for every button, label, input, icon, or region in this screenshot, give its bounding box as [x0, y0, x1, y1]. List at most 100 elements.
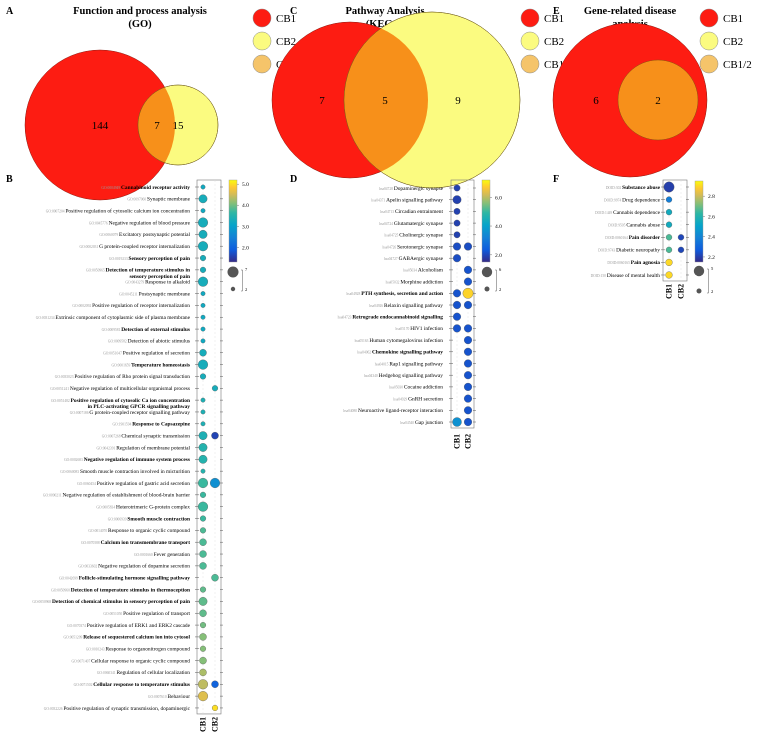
- term-id: GO:0035023: [55, 375, 75, 379]
- dot-cb2: [209, 477, 221, 489]
- term-label: G protein-coupled receptor signalling pa…: [89, 410, 190, 416]
- panel-label-c: C: [290, 6, 297, 17]
- dot-cb1: [199, 645, 207, 652]
- dot-cb1: [200, 338, 206, 344]
- row-label: GO:0007204 Positive regulation of cytoso…: [46, 207, 191, 214]
- legend-swatch-cb12: [252, 54, 272, 74]
- table-row: GO:0060083 Smooth muscle contraction inv…: [60, 468, 223, 475]
- dot-cb1: [198, 597, 208, 606]
- term-label: Release of sequestered calcium ion into …: [83, 635, 190, 641]
- dot-cb1: [453, 208, 461, 215]
- term-id: GO:0071407: [71, 659, 91, 663]
- table-row: GO:0060079 Excitatory postsynaptic poten…: [99, 230, 223, 239]
- x-axis-label-cb2: CB2: [211, 717, 220, 732]
- row-label: GO:0051050 Positive regulation of transp…: [103, 610, 190, 617]
- row-label: GO:0007186 G protein-coupled receptor si…: [70, 410, 191, 416]
- dot-cb1: [198, 443, 208, 452]
- term-label: Glutamatergic synapse: [394, 221, 444, 227]
- size-legend-min: 2: [711, 289, 713, 294]
- svg-text:A: A: [6, 6, 14, 17]
- row-label: GO:0009581 Detection of external stimulu…: [102, 327, 190, 333]
- term-id: hsa04725: [385, 234, 400, 238]
- term-label: in PLC-activating GPCR signalling pathwa…: [88, 404, 191, 410]
- term-label: Response to Capsazepine: [132, 422, 190, 428]
- table-row: hsa04723 Retrograde endocannabinoid sign…: [338, 312, 476, 321]
- dot-cb1: [663, 181, 675, 193]
- colorbar-tick-label: 2.8: [708, 194, 715, 200]
- term-id: GO:0042699: [59, 577, 79, 581]
- term-id: hsa05163: [355, 339, 370, 343]
- term-id: hsa05170: [396, 327, 411, 331]
- dot-cb1: [199, 609, 207, 617]
- term-label: Negative regulation of blood pressure: [109, 219, 191, 226]
- venn-count-cb1-only: 144: [92, 120, 109, 132]
- venn-outline: [343, 11, 521, 189]
- table-row: GO:0042699 Follicle-stimulating hormone …: [59, 574, 223, 582]
- term-label: Serotonergic synapse: [397, 244, 443, 250]
- term-label: Dopaminergic synapse: [394, 186, 444, 192]
- x-axis-label-cb1: CB1: [199, 717, 208, 732]
- term-label: Cannabis abuse: [626, 223, 660, 229]
- dot-cb1: [199, 656, 207, 665]
- dot-cb2: [463, 242, 473, 251]
- legend-label: CB2: [544, 36, 564, 48]
- table-row: DOID:302 Substance abuse: [606, 181, 689, 193]
- term-label: Circadian entrainment: [395, 209, 444, 215]
- row-label: GO:0071502 Cellular response to temperat…: [74, 682, 190, 688]
- dot-cb1: [665, 258, 673, 266]
- table-row: GO:0050965 Detection of temperature stim…: [86, 266, 223, 280]
- term-id: DOID:9743: [598, 249, 616, 253]
- row-label: GO:0006939 Smooth muscle contraction: [108, 516, 190, 522]
- venn-count-cb2-only: 9: [455, 95, 461, 107]
- x-axis-label-cb2: CB2: [677, 284, 686, 299]
- term-label: Cannabinoid receptor activity: [121, 185, 190, 191]
- row-label: GO:0051209 Release of sequestered calciu…: [64, 635, 191, 641]
- table-row: hsa04371 Apelin signalling pathway: [371, 195, 476, 205]
- term-label: Cannabis dependence: [613, 210, 660, 216]
- row-label: GO:0070588 Calcium ion transmembrane tra…: [81, 540, 190, 546]
- term-label: Pain disorder: [629, 235, 661, 241]
- term-id: GO:0090211: [43, 494, 63, 498]
- dot-cb1: [200, 421, 206, 427]
- row-label: GO:0002683 Negative regulation of immune…: [64, 457, 190, 463]
- term-id: GO:0045776: [89, 221, 109, 225]
- term-id: GO:0032226: [44, 707, 64, 711]
- venn-overlap-region: [617, 59, 699, 141]
- plot-frame: [450, 179, 475, 429]
- table-row: GO:0007610 Behaviour: [148, 691, 223, 702]
- term-id: GO:0045211: [119, 292, 139, 296]
- term-id: hsa04928: [347, 292, 362, 296]
- row-label: hsa04726 Serotonergic synapse: [382, 244, 443, 250]
- dot-cb1: [452, 312, 462, 321]
- term-label: sensory perception of pain: [129, 274, 190, 280]
- dot-cb2: [677, 234, 685, 241]
- term-label: Cholinergic synapse: [399, 233, 443, 239]
- term-id: GO:0051050: [103, 612, 123, 616]
- size-legend-small: [484, 286, 490, 292]
- term-id: GO:0002683: [64, 458, 84, 462]
- table-row: GO:0009582 Detection of abiotic stimulus: [108, 338, 223, 345]
- row-label: GO:0050960 Detection of temperature stim…: [51, 587, 190, 593]
- term-label: Cellular response to temperature stimulu…: [93, 682, 190, 688]
- dot-cb2: [463, 394, 473, 403]
- table-row: hsa05170 HIV1 infection: [396, 324, 476, 333]
- table-row: hsa04724 Glutamatergic synapse: [379, 219, 476, 227]
- table-row: GO:0001659 Temperature homeostasis: [111, 359, 223, 370]
- term-id: GO:0002092: [72, 304, 92, 308]
- plot-frame: [662, 179, 688, 282]
- colorbar: [694, 180, 704, 263]
- row-label: DOID:0060164 Pain disorder: [605, 235, 660, 241]
- table-row: GO:0070374 Positive regulation of ERK1 a…: [67, 622, 223, 629]
- term-id: GO:0004949: [101, 186, 121, 190]
- row-label: hsa04724 Glutamatergic synapse: [379, 221, 443, 227]
- row-label: hsa05030 Cocaine addiction: [389, 385, 443, 391]
- term-label: Extrinsic component of cytoplasmic side …: [55, 314, 190, 321]
- term-id: GO:0009582: [108, 340, 128, 344]
- dot-cb2: [463, 347, 473, 356]
- term-id: GO:0051209: [64, 636, 84, 640]
- size-legend-small: [230, 286, 236, 292]
- dot-cb1: [200, 314, 206, 320]
- term-id: DOID:1449: [595, 211, 613, 215]
- row-label: DOID:9743 Diabetic neuropathy: [598, 248, 660, 254]
- table-row: hsa05032 Morphine addiction: [386, 277, 476, 286]
